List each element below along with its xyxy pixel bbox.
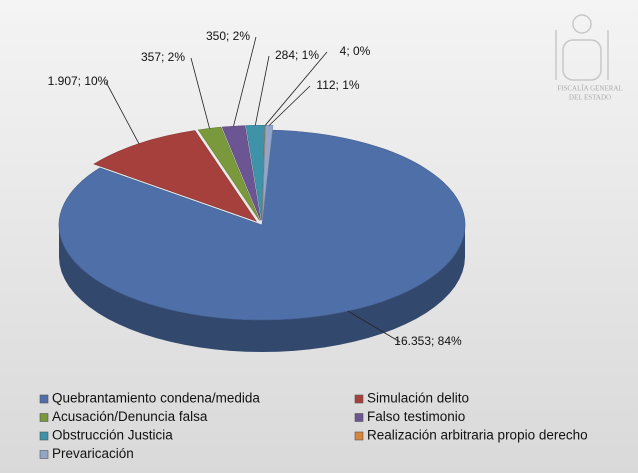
pie-slice xyxy=(93,130,257,222)
legend-swatch xyxy=(39,450,49,459)
data-label: 1.907; 10% xyxy=(48,74,109,88)
leader-line xyxy=(347,310,401,343)
legend-label: Simulación delito xyxy=(367,391,469,406)
data-label: 112; 1% xyxy=(316,78,359,92)
legend-label: Falso testimonio xyxy=(367,409,465,424)
legend-label: Realización arbitraria propio derecho xyxy=(367,428,588,443)
pie-slice xyxy=(197,126,260,221)
emblem xyxy=(555,14,609,81)
data-label: 350; 2% xyxy=(206,29,250,43)
pie-slice xyxy=(221,125,261,221)
data-label: 357; 2% xyxy=(141,50,185,64)
legend-swatch xyxy=(39,394,49,404)
legend-swatch xyxy=(39,413,49,422)
data-label: 4; 0% xyxy=(340,44,371,58)
legend-swatch xyxy=(39,431,49,441)
data-label: 284; 1% xyxy=(275,48,319,62)
pie-slice xyxy=(58,129,466,321)
legend-swatch xyxy=(354,394,364,404)
legend-swatch xyxy=(354,413,364,422)
legend-swatch xyxy=(354,431,364,441)
legend-label: Quebrantamiento condena/medida xyxy=(52,391,260,406)
legend-label: Obstrucción Justicia xyxy=(52,428,173,443)
leader-line xyxy=(254,55,270,126)
data-label: 16.353; 84% xyxy=(394,334,462,348)
legend: Quebrantamiento condena/medida Simulación… xyxy=(39,391,588,461)
leader-line xyxy=(269,85,311,126)
leader-line xyxy=(264,51,328,126)
legend-label: Acusación/Denuncia falsa xyxy=(52,409,208,424)
legend-label: Prevaricación xyxy=(52,446,134,461)
leader-line xyxy=(105,81,140,144)
pie: 16.353; 84% 1.907; 10% 357; 2% 350; 2% 284; … xyxy=(48,29,466,352)
pie-slice xyxy=(245,125,265,221)
watermark: FISCALÍA GENERAL xyxy=(557,85,623,93)
leader-line xyxy=(190,57,210,129)
watermark: DEL ESTADO xyxy=(569,94,611,102)
leader-line xyxy=(233,36,257,127)
